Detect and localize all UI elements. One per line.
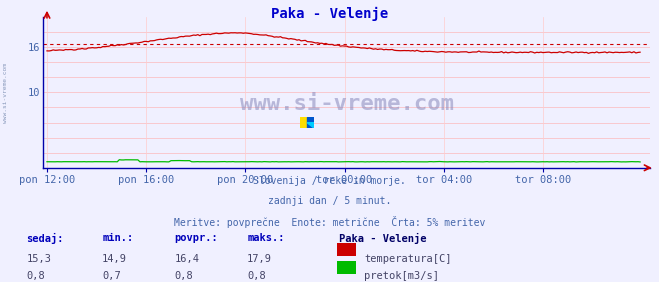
Text: maks.:: maks.: [247,233,285,243]
Text: 0,7: 0,7 [102,271,121,281]
Text: povpr.:: povpr.: [175,233,218,243]
Text: Paka - Velenje: Paka - Velenje [339,233,427,244]
Text: 17,9: 17,9 [247,254,272,264]
Polygon shape [307,123,314,128]
Text: Slovenija / reke in morje.: Slovenija / reke in morje. [253,176,406,186]
Text: 15,3: 15,3 [26,254,51,264]
Text: Meritve: povprečne  Enote: metrične  Črta: 5% meritev: Meritve: povprečne Enote: metrične Črta:… [174,216,485,228]
Text: www.si-vreme.com: www.si-vreme.com [240,94,453,114]
Text: min.:: min.: [102,233,133,243]
Text: 16,4: 16,4 [175,254,200,264]
Text: 14,9: 14,9 [102,254,127,264]
Polygon shape [300,117,307,128]
Polygon shape [307,117,314,128]
Text: temperatura[C]: temperatura[C] [364,254,452,264]
Text: 0,8: 0,8 [247,271,266,281]
Text: sedaj:: sedaj: [26,233,64,244]
Text: www.si-vreme.com: www.si-vreme.com [3,63,8,123]
Text: pretok[m3/s]: pretok[m3/s] [364,271,440,281]
Text: zadnji dan / 5 minut.: zadnji dan / 5 minut. [268,196,391,206]
Text: 0,8: 0,8 [175,271,193,281]
Text: 0,8: 0,8 [26,271,45,281]
Text: Paka - Velenje: Paka - Velenje [271,7,388,21]
